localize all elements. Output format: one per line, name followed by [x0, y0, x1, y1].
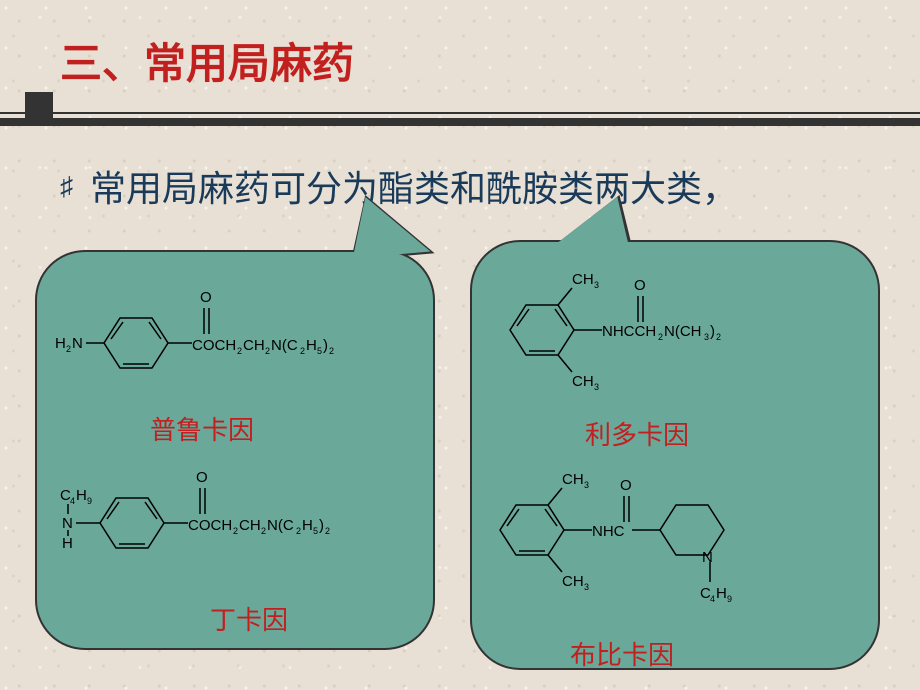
svg-text:4: 4: [710, 594, 715, 604]
struct-procaine: H 2 N O COCH 2 CH 2 N(C 2 H 5 ) 2: [55, 289, 334, 368]
svg-text:3: 3: [584, 480, 589, 490]
svg-text:3: 3: [594, 280, 599, 290]
svg-text:2: 2: [329, 346, 334, 356]
svg-text:N: N: [702, 549, 713, 566]
svg-text:CH: CH: [562, 573, 584, 590]
svg-text:2: 2: [237, 346, 242, 356]
svg-text:2: 2: [300, 346, 305, 356]
svg-text:COCH: COCH: [188, 517, 232, 534]
svg-text:O: O: [200, 289, 212, 306]
svg-text:CH: CH: [572, 271, 594, 288]
svg-text:NHCCH: NHCCH: [602, 323, 656, 340]
svg-text:5: 5: [313, 526, 318, 536]
struct-bupivacaine: CH 3 CH 3 NHC O N C 4 H 9: [500, 471, 732, 604]
svg-text:2: 2: [66, 344, 71, 354]
svg-text:N: N: [62, 515, 73, 532]
svg-text:3: 3: [584, 582, 589, 592]
svg-text:N(C: N(C: [271, 337, 298, 354]
svg-text:H: H: [76, 487, 87, 504]
svg-text:H: H: [302, 517, 313, 534]
svg-text:3: 3: [594, 382, 599, 392]
svg-text:COCH: COCH: [192, 337, 236, 354]
svg-text:CH: CH: [572, 373, 594, 390]
svg-text:N(CH: N(CH: [664, 323, 702, 340]
svg-text:H: H: [62, 535, 73, 552]
svg-text:2: 2: [658, 332, 663, 342]
svg-text:CH: CH: [243, 337, 265, 354]
svg-text:2: 2: [325, 526, 330, 536]
struct-lidocaine: CH 3 CH 3 NHCCH 2 N(CH 3 ) 2 O: [510, 271, 721, 392]
svg-text:): ): [710, 323, 715, 340]
svg-text:H: H: [55, 335, 66, 352]
svg-text:2: 2: [265, 346, 270, 356]
struct-tetracaine: C 4 H 9 N H O COCH 2 CH 2 N(C 2 H 5 ) 2: [60, 469, 330, 552]
svg-text:N(C: N(C: [267, 517, 294, 534]
svg-text:N: N: [72, 335, 83, 352]
svg-text:): ): [323, 337, 328, 354]
svg-text:2: 2: [296, 526, 301, 536]
svg-text:): ): [319, 517, 324, 534]
svg-text:5: 5: [317, 346, 322, 356]
svg-text:2: 2: [716, 332, 721, 342]
svg-text:9: 9: [727, 594, 732, 604]
svg-text:2: 2: [261, 526, 266, 536]
svg-text:NHC: NHC: [592, 523, 625, 540]
svg-text:CH: CH: [239, 517, 261, 534]
chem-structures: H 2 N O COCH 2 CH 2 N(C 2 H 5 ) 2 C 4 H …: [0, 0, 920, 690]
svg-text:9: 9: [87, 496, 92, 506]
svg-text:4: 4: [70, 496, 75, 506]
svg-text:H: H: [716, 585, 727, 602]
svg-text:H: H: [306, 337, 317, 354]
svg-text:3: 3: [704, 332, 709, 342]
svg-text:2: 2: [233, 526, 238, 536]
svg-text:O: O: [634, 277, 646, 294]
svg-text:O: O: [620, 477, 632, 494]
svg-text:CH: CH: [562, 471, 584, 488]
svg-text:O: O: [196, 469, 208, 486]
